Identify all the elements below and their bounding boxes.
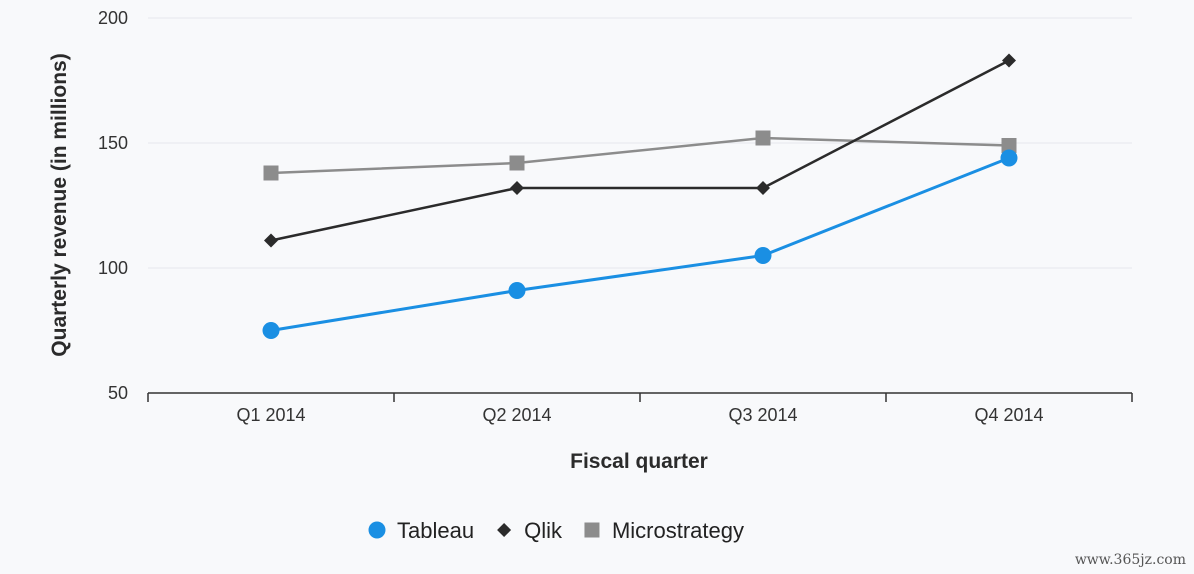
point-tableau <box>754 247 772 264</box>
legend-item-microstrategy: Microstrategy <box>584 518 744 543</box>
grid-lines <box>148 17 1132 269</box>
y-tick-label: 150 <box>98 133 128 153</box>
point-qlik <box>510 181 524 195</box>
point-tableau <box>508 282 526 299</box>
line-microstrategy <box>270 136 1010 175</box>
x-axis: Q1 2014 Q2 2014 Q3 2014 Q4 2014 <box>147 392 1133 425</box>
legend-item-tableau: Tableau <box>368 518 474 543</box>
y-axis-ticks: 50 100 150 200 <box>98 8 128 403</box>
point-microstrategy <box>755 130 771 146</box>
legend-marker-tableau <box>368 521 386 539</box>
point-tableau <box>1000 149 1018 167</box>
legend: Tableau Qlik Microstrategy <box>368 518 744 543</box>
point-tableau <box>262 322 280 339</box>
line-qlik <box>270 59 1010 242</box>
point-microstrategy <box>509 155 525 171</box>
point-microstrategy <box>263 165 279 181</box>
y-axis-title: Quarterly revenue (in millions) <box>48 53 71 356</box>
legend-label-qlik: Qlik <box>524 518 563 543</box>
series-tableau <box>262 149 1018 339</box>
series-microstrategy <box>263 130 1017 181</box>
legend-marker-qlik <box>497 523 512 537</box>
legend-marker-microstrategy <box>584 522 600 538</box>
x-tick-label: Q4 2014 <box>974 405 1043 425</box>
legend-label-tableau: Tableau <box>397 518 474 543</box>
y-tick-label: 50 <box>108 383 128 403</box>
series-lines <box>262 53 1018 339</box>
point-microstrategy <box>1001 138 1017 153</box>
legend-label-microstrategy: Microstrategy <box>612 518 744 543</box>
line-tableau <box>270 156 1010 332</box>
x-tick-label: Q1 2014 <box>236 405 305 425</box>
x-axis-title: Fiscal quarter <box>570 450 708 473</box>
y-tick-label: 100 <box>98 258 128 278</box>
y-tick-label: 200 <box>98 8 128 28</box>
point-qlik <box>756 181 770 195</box>
point-qlik <box>264 233 278 248</box>
point-qlik <box>1002 53 1016 68</box>
x-tick-label: Q3 2014 <box>728 405 797 425</box>
series-qlik <box>264 53 1016 248</box>
legend-item-qlik: Qlik <box>497 518 563 543</box>
watermark: www.365jz.com <box>1074 552 1186 568</box>
x-tick-label: Q2 2014 <box>482 405 551 425</box>
